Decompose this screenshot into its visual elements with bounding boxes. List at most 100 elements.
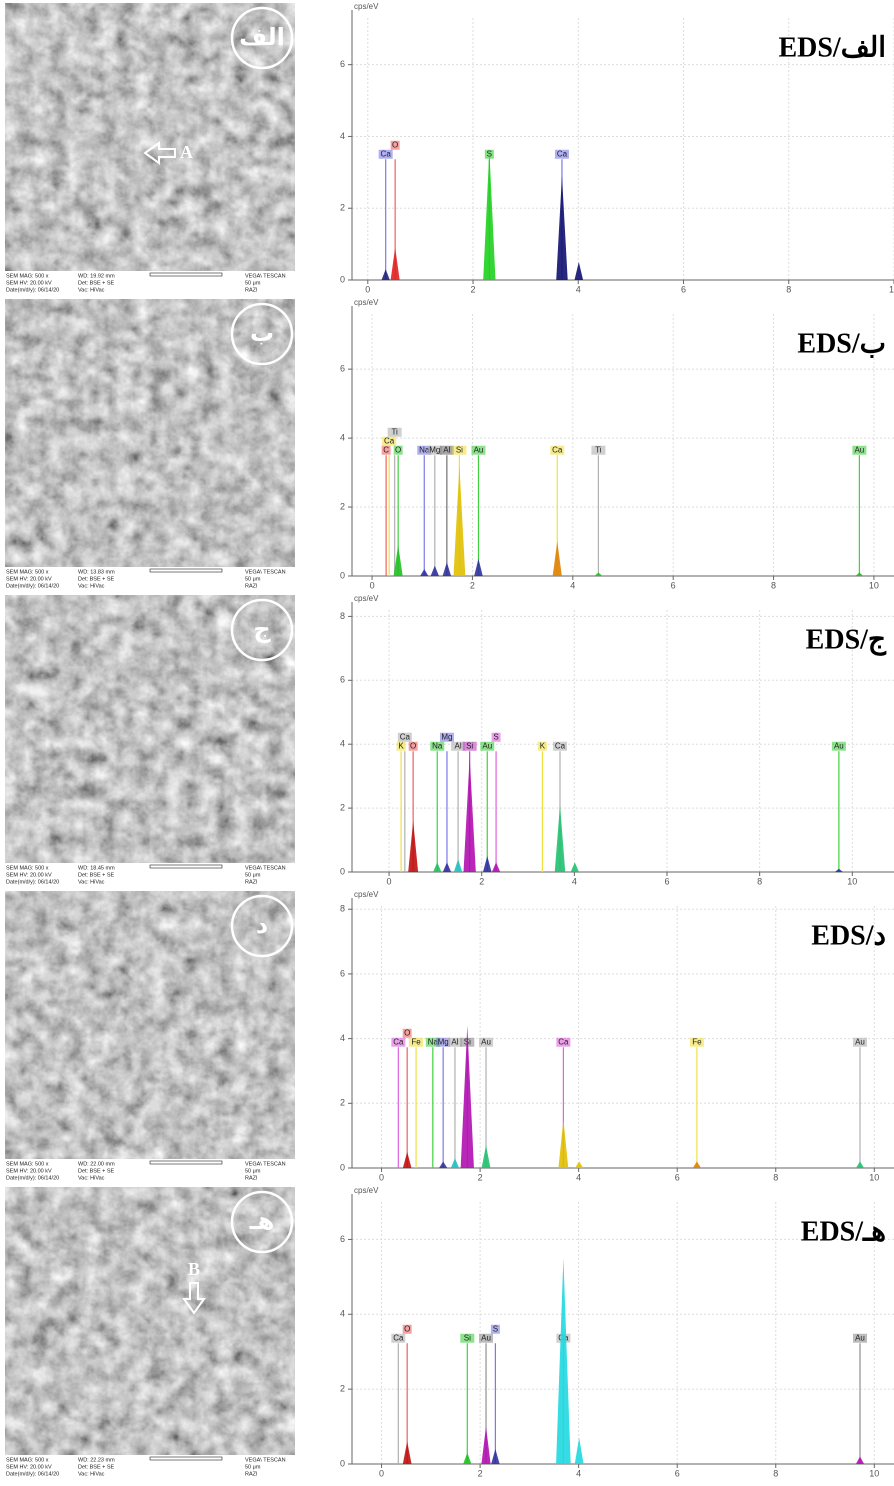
sem-info: Vac: HiVac xyxy=(78,1175,105,1181)
element-tag xyxy=(550,445,565,455)
peak xyxy=(483,150,496,280)
peak xyxy=(594,572,603,576)
element-label: Si xyxy=(456,445,463,454)
sem-info: Det: BSE + SE xyxy=(78,576,115,582)
element-label: O xyxy=(404,1028,410,1037)
sem-info: Vac: HiVac xyxy=(78,879,105,885)
x-tick-label: 8 xyxy=(757,876,762,886)
sem-info: WD: 22.00 mm xyxy=(78,1161,115,1167)
element-label: Ca xyxy=(381,149,392,158)
peak xyxy=(692,1161,702,1168)
peak xyxy=(481,1145,491,1168)
element-label: Na xyxy=(432,741,443,750)
label-circle xyxy=(230,894,294,958)
peak xyxy=(390,247,400,280)
element-label: Ti xyxy=(595,445,602,454)
element-tag xyxy=(831,741,846,751)
element-label: Ca xyxy=(557,149,568,158)
element-tag xyxy=(393,445,403,455)
element-tag xyxy=(479,1333,494,1343)
x-tick-label: 0 xyxy=(387,876,392,886)
element-tag xyxy=(480,741,495,751)
element-label: K xyxy=(398,741,404,750)
element-label: Ca xyxy=(393,1333,404,1342)
peak xyxy=(381,269,390,280)
x-tick-label: 4 xyxy=(576,1468,581,1478)
panel-label: هـ xyxy=(249,1207,275,1235)
element-label: Ca xyxy=(555,741,566,750)
sem-info: WD: 13.83 mm xyxy=(78,569,115,575)
panel-label: د xyxy=(256,911,268,939)
x-tick-label: 2 xyxy=(478,1172,483,1182)
y-axis-label: cps/eV xyxy=(354,1186,379,1195)
peak xyxy=(491,1449,500,1464)
y-axis-label: cps/eV xyxy=(354,2,379,11)
x-tick-label: 10 xyxy=(869,1468,879,1478)
sem-info: RAZI xyxy=(245,287,258,293)
peak xyxy=(556,1258,571,1464)
peak xyxy=(481,1426,491,1464)
element-label: Au xyxy=(855,1037,865,1046)
y-tick-label: 2 xyxy=(340,1384,345,1394)
y-tick-label: 0 xyxy=(340,570,345,580)
element-tag xyxy=(471,445,486,455)
y-tick-label: 4 xyxy=(340,1033,345,1043)
sem-image xyxy=(5,891,295,1159)
arrow xyxy=(182,1282,206,1315)
sem-info: 50 μm xyxy=(245,1464,261,1470)
chart-title: EDS/د xyxy=(811,920,886,951)
x-tick-label: 8 xyxy=(771,580,776,590)
x-tick-label: 6 xyxy=(671,580,676,590)
peak xyxy=(402,1151,412,1168)
sem-info: Vac: HiVac xyxy=(78,287,105,293)
y-tick-label: 4 xyxy=(340,1309,345,1319)
element-tag xyxy=(491,732,501,742)
arrow xyxy=(143,141,176,165)
peak xyxy=(574,262,584,280)
element-label: Au xyxy=(854,445,864,454)
sem-info: SEM MAG: 500 x xyxy=(6,865,49,871)
arrow-label: A xyxy=(180,142,193,162)
peak xyxy=(430,565,439,576)
element-tag xyxy=(591,445,606,455)
peak xyxy=(463,756,476,872)
x-tick-label: 4 xyxy=(576,1172,581,1182)
element-tag xyxy=(451,741,466,751)
element-tag xyxy=(396,741,406,751)
element-tag xyxy=(552,741,567,751)
chart-title: EDS/ب xyxy=(797,328,886,359)
sem-info: RAZI xyxy=(245,583,258,589)
sem-info: VEGA\ TESCAN xyxy=(245,569,286,575)
x-tick-label: 6 xyxy=(665,876,670,886)
panel-label: ب xyxy=(250,319,274,347)
element-tag xyxy=(402,1028,412,1038)
sem-info: RAZI xyxy=(245,879,258,885)
element-tag xyxy=(852,445,867,455)
sem-info: Date(m/d/y): 06/14/20 xyxy=(6,287,59,293)
scale-bar xyxy=(149,272,223,277)
element-tag xyxy=(554,149,569,159)
element-tag xyxy=(436,1037,451,1047)
sem-info: Det: BSE + SE xyxy=(78,1168,115,1174)
x-tick-label: 4 xyxy=(572,876,577,886)
x-tick-label: 4 xyxy=(576,284,581,294)
element-tag xyxy=(462,741,477,751)
peak xyxy=(453,465,466,576)
sem-info: WD: 19.92 mm xyxy=(78,273,115,279)
peak xyxy=(558,1119,569,1168)
element-tag xyxy=(439,445,454,455)
element-tag xyxy=(452,445,467,455)
x-tick-label: 10 xyxy=(869,580,879,590)
peak xyxy=(453,859,463,872)
element-tag xyxy=(556,1037,571,1047)
peak xyxy=(393,544,403,576)
element-label: Au xyxy=(834,741,844,750)
element-label: S xyxy=(493,732,498,741)
peak xyxy=(460,1025,474,1168)
element-tag xyxy=(390,140,400,150)
sem-info: Vac: HiVac xyxy=(78,1471,105,1477)
element-label: C xyxy=(383,445,389,454)
x-tick-label: 8 xyxy=(786,284,791,294)
y-axis-label: cps/eV xyxy=(354,298,379,307)
sem-info: SEM MAG: 500 x xyxy=(6,273,49,279)
